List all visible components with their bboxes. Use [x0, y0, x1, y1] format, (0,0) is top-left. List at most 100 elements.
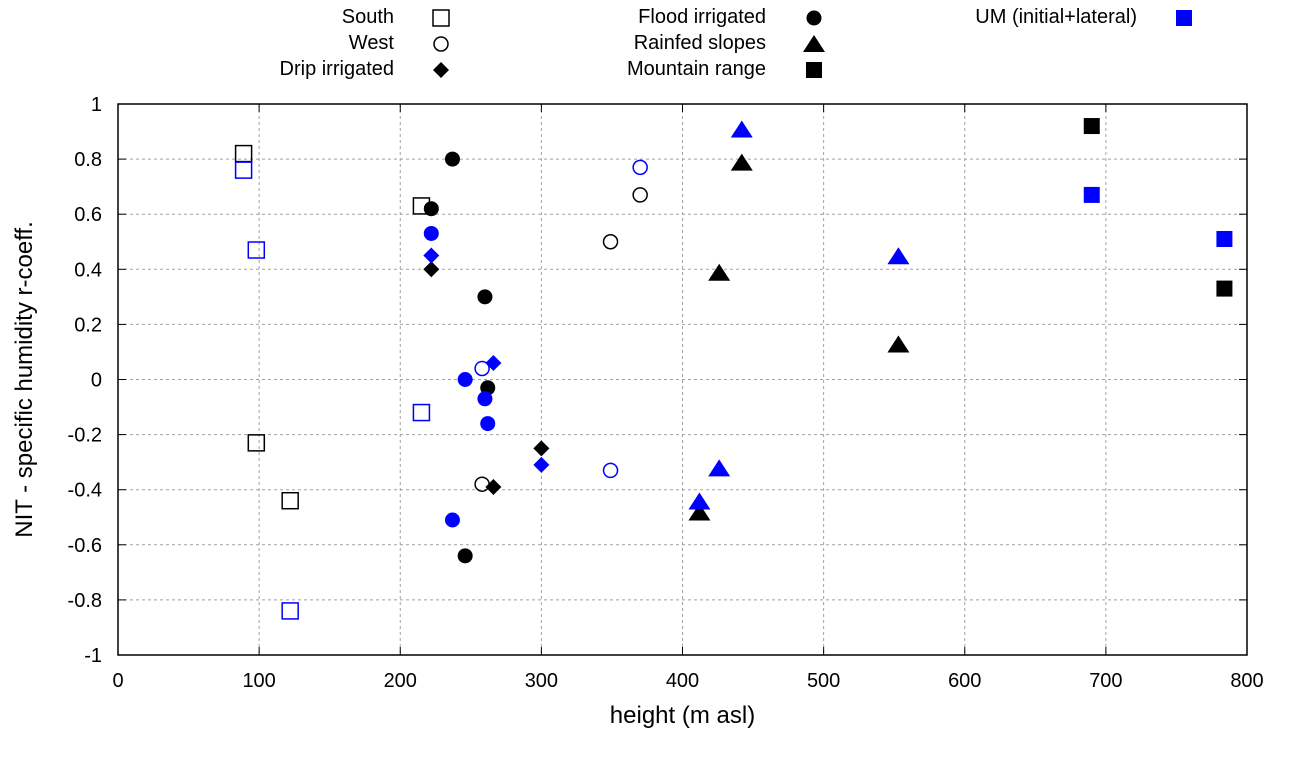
- y-tick-label: -0.8: [68, 590, 102, 612]
- legend-label: Mountain range: [627, 58, 766, 80]
- legend-label: Flood irrigated: [638, 6, 766, 28]
- legend-marker-filled-square-icon: [1176, 10, 1192, 26]
- x-tick-label: 500: [807, 670, 840, 692]
- legend-item: Rainfed slopes: [634, 32, 825, 54]
- legend-item: West: [349, 32, 449, 54]
- grid-lines: [118, 104, 1247, 655]
- data-point: [533, 440, 550, 457]
- series-south-um: [234, 161, 431, 620]
- data-point: [457, 372, 473, 387]
- legend-item: Mountain range: [627, 58, 822, 80]
- legend-label: South: [342, 6, 394, 28]
- data-point: [1083, 186, 1100, 203]
- data-point: [632, 187, 648, 203]
- x-tick-label: 700: [1089, 670, 1122, 692]
- legend-marker-filled-square-icon: [806, 62, 822, 78]
- data-point: [1216, 230, 1233, 247]
- data-point: [474, 360, 490, 377]
- data-point: [887, 335, 910, 353]
- data-point: [474, 476, 490, 492]
- data-point: [423, 201, 439, 217]
- data-point: [480, 416, 496, 432]
- data-point: [247, 241, 266, 259]
- series-mountain-range: [1083, 118, 1233, 297]
- y-axis-label: NIT - specific humidity r-coeff.: [11, 221, 38, 538]
- x-tick-label: 800: [1230, 670, 1263, 692]
- x-tick-labels: 0 100 200 300 400 500 600 700 800: [112, 670, 1263, 692]
- y-tick-labels: -1 -0.8 -0.6 -0.4 -0.2 0 0.2 0.4 0.6 0.8 1: [68, 94, 102, 667]
- series-mountain-range-um: [1083, 186, 1233, 247]
- x-tick-label: 100: [242, 670, 275, 692]
- data-point: [485, 354, 502, 371]
- y-tick-label: 0.4: [74, 259, 102, 281]
- data-point: [423, 247, 440, 264]
- data-point: [281, 491, 299, 510]
- data-point: [730, 153, 753, 171]
- legend-marker-filled-diamond-icon: [433, 62, 449, 78]
- data-point: [730, 120, 753, 138]
- y-tick-label: -0.2: [68, 425, 102, 447]
- data-point: [444, 512, 460, 528]
- data-point: [602, 234, 619, 250]
- data-point: [887, 247, 910, 265]
- y-tick-label: 0: [91, 370, 102, 392]
- series-south: [234, 144, 431, 510]
- data-point: [457, 548, 473, 564]
- data-point: [708, 459, 731, 477]
- y-tick-label: 1: [91, 94, 102, 116]
- legend-marker-filled-triangle-icon: [803, 35, 825, 52]
- axis-ticks: [117, 103, 1248, 656]
- legend-label: West: [349, 32, 395, 54]
- data-point: [708, 263, 731, 281]
- data-point: [234, 161, 253, 179]
- y-tick-label: 0.2: [74, 314, 102, 336]
- x-tick-label: 300: [525, 670, 558, 692]
- y-tick-label: 0.8: [74, 149, 102, 171]
- data-points: [234, 118, 1233, 620]
- data-point: [688, 503, 711, 521]
- data-point: [423, 261, 440, 278]
- series-rainfed-slopes-um: [688, 120, 910, 510]
- series-west-um: [474, 159, 648, 479]
- y-tick-label: -0.4: [68, 480, 102, 502]
- series-rainfed-slopes: [688, 153, 910, 521]
- legend-item: South: [342, 6, 450, 28]
- legend-label: Rainfed slopes: [634, 32, 766, 54]
- data-point: [602, 462, 619, 479]
- data-point: [477, 391, 493, 407]
- series-drip-irrigated-um: [423, 247, 550, 473]
- y-tick-label: 0.6: [74, 204, 102, 226]
- series-drip-irrigated: [423, 261, 550, 495]
- x-tick-label: 600: [948, 670, 981, 692]
- y-tick-label: -1: [84, 645, 102, 667]
- x-tick-label: 200: [384, 670, 417, 692]
- legend-item: UM (initial+lateral): [975, 6, 1192, 28]
- data-point: [533, 456, 550, 473]
- data-point: [281, 602, 299, 620]
- data-point: [247, 434, 266, 452]
- legend-label: UM (initial+lateral): [975, 6, 1137, 28]
- data-point: [423, 225, 439, 241]
- legend-marker-open-circle-icon: [433, 36, 449, 52]
- series-flood-irrigated-um: [423, 225, 496, 528]
- data-point: [477, 289, 493, 305]
- series-west: [474, 187, 648, 492]
- data-point: [1216, 280, 1233, 297]
- series-flood-irrigated: [423, 151, 496, 564]
- data-point: [688, 492, 711, 510]
- legend-item: Flood irrigated: [638, 6, 822, 28]
- legend-marker-filled-circle-icon: [806, 10, 822, 26]
- data-point: [444, 151, 460, 167]
- x-tick-label: 0: [112, 670, 123, 692]
- x-tick-label: 400: [666, 670, 699, 692]
- data-point: [632, 159, 648, 176]
- legend-item: Drip irrigated: [280, 58, 449, 80]
- x-axis-label: height (m asl): [610, 702, 755, 729]
- data-point: [485, 478, 502, 495]
- data-point: [412, 403, 431, 422]
- legend-marker-open-square-icon: [432, 9, 450, 27]
- legend-label: Drip irrigated: [280, 58, 394, 80]
- data-point: [1083, 118, 1100, 135]
- legend: South West Drip irrigated Flood irrigated Ra…: [280, 6, 1192, 80]
